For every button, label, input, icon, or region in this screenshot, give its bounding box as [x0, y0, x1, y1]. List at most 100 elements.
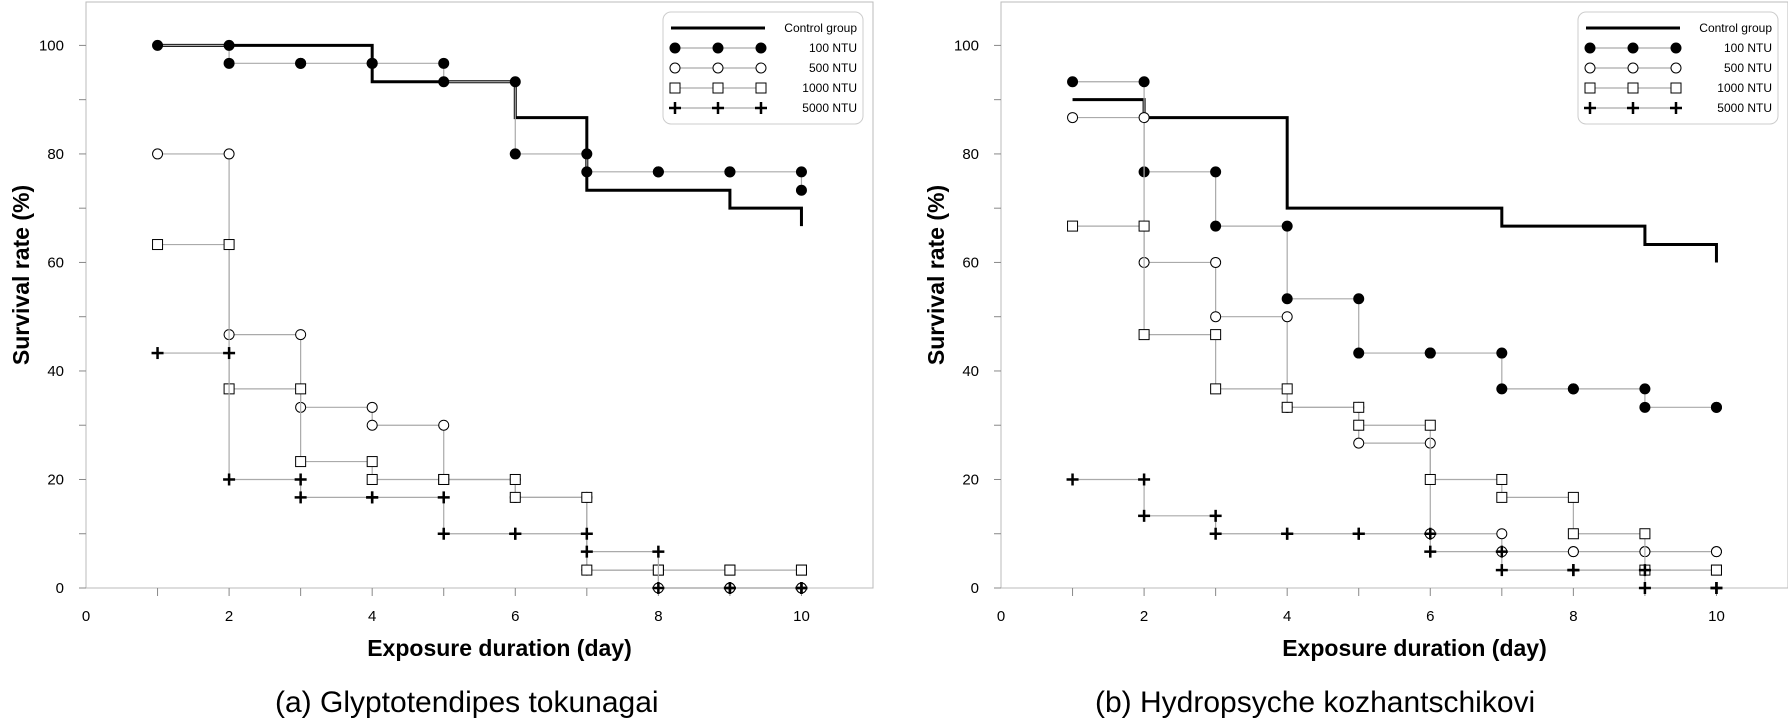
data-point	[1710, 582, 1723, 594]
data-point	[1496, 528, 1508, 540]
data-point	[366, 419, 378, 431]
x-tick-label: 6	[511, 608, 519, 625]
x-axis: 0 2 4 6 8 10	[997, 588, 1725, 625]
data-point	[366, 401, 378, 413]
data-point	[1567, 564, 1580, 577]
x-axis: 0 2 4 6 8 10	[82, 588, 810, 625]
data-point	[1495, 564, 1508, 577]
legend-label: 500 NTU	[1724, 61, 1772, 75]
x-tick-label: 10	[793, 608, 810, 625]
data-point	[152, 239, 164, 251]
plot-frame	[85, 1, 874, 589]
legend-label: 5000 NTU	[802, 101, 857, 115]
legend-label: Control group	[784, 21, 857, 35]
data-point	[1281, 311, 1293, 323]
legend-item: Control group	[1586, 21, 1772, 35]
legend-marker	[1584, 82, 1596, 94]
data-point	[1138, 329, 1150, 341]
x-tick-label: 0	[997, 608, 1005, 625]
legend-label: 100 NTU	[1724, 41, 1772, 55]
data-point	[366, 456, 378, 468]
data-point	[509, 527, 522, 540]
series-100-ntu	[1067, 76, 1722, 413]
data-point	[724, 564, 736, 576]
y-tick-label: 60	[962, 254, 979, 271]
data-point	[1209, 509, 1222, 522]
data-point	[1210, 329, 1222, 341]
data-point	[1138, 112, 1150, 124]
data-point	[581, 148, 593, 160]
data-point	[1567, 528, 1579, 540]
data-point	[294, 491, 307, 504]
legend-marker	[755, 42, 767, 54]
y-tick-label: 100	[39, 37, 64, 54]
data-point	[652, 545, 665, 558]
legend-marker	[669, 62, 681, 74]
y-axis-title: Survival rate (%)	[923, 185, 949, 365]
data-point	[724, 166, 736, 178]
x-tick-label: 10	[1708, 608, 1725, 625]
data-point	[581, 564, 593, 576]
data-point	[366, 491, 379, 504]
data-point	[223, 39, 235, 51]
data-point	[1138, 220, 1150, 232]
y-tick-label: 0	[56, 580, 64, 597]
data-point	[1639, 383, 1651, 395]
y-tick-label: 60	[47, 254, 64, 271]
data-point	[437, 527, 450, 540]
legend-marker	[1627, 62, 1639, 74]
data-point	[1638, 582, 1651, 594]
data-point	[1353, 419, 1365, 431]
data-point	[1424, 347, 1436, 359]
data-point	[1138, 76, 1150, 88]
data-point	[366, 57, 378, 69]
data-point	[1067, 112, 1079, 124]
legend-marker	[712, 102, 724, 114]
data-point	[1567, 546, 1579, 558]
legend-item: 100 NTU	[1584, 41, 1772, 55]
x-tick-label: 6	[1426, 608, 1434, 625]
series-control-group	[1072, 98, 1718, 263]
data-point	[295, 57, 307, 69]
x-tick-label: 8	[654, 608, 662, 625]
data-point	[1138, 509, 1151, 522]
data-point	[1281, 527, 1294, 540]
data-point	[1209, 527, 1222, 540]
y-tick-label: 40	[47, 363, 64, 380]
x-tick-label: 0	[82, 608, 90, 625]
data-point	[438, 57, 450, 69]
legend-marker	[755, 82, 767, 94]
x-tick-label: 4	[368, 608, 376, 625]
legend-marker	[755, 102, 767, 114]
data-point	[223, 57, 235, 69]
step-line	[1072, 81, 1717, 408]
data-point	[152, 39, 164, 51]
data-point	[295, 383, 307, 395]
data-point	[509, 148, 521, 160]
data-point	[223, 148, 235, 160]
y-tick-label: 100	[954, 37, 979, 54]
panel-caption: (a) Glyptotendipes tokunagai	[275, 686, 659, 719]
legend-label: Control group	[1699, 21, 1772, 35]
data-point	[295, 329, 307, 341]
data-point	[294, 473, 307, 486]
data-point	[1353, 437, 1365, 449]
panel-caption: (b) Hydropsyche kozhantschikovi	[1095, 686, 1535, 719]
step-line	[1072, 225, 1717, 571]
legend-marker	[1584, 62, 1596, 74]
data-point	[295, 456, 307, 468]
data-point	[1210, 383, 1222, 395]
x-tick-label: 8	[1569, 608, 1577, 625]
data-point	[152, 148, 164, 160]
legend-marker	[1670, 42, 1682, 54]
data-point	[652, 582, 665, 594]
x-tick-label: 2	[225, 608, 233, 625]
data-point	[1567, 491, 1579, 503]
y-tick-label: 80	[47, 146, 64, 163]
data-point	[509, 76, 521, 88]
data-point	[1639, 528, 1651, 540]
data-point	[580, 545, 593, 558]
data-point	[1710, 546, 1722, 558]
legend-item: 1000 NTU	[669, 81, 857, 95]
